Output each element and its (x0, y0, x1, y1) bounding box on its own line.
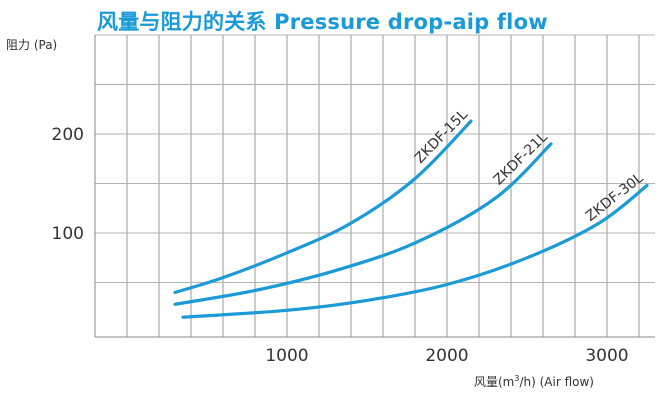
x-tick-label: 3000 (585, 346, 628, 366)
x-axis-label: 风量(m3/h) (Air flow) (474, 374, 594, 389)
series-line-0 (173, 119, 473, 294)
series-label-2: ZKDF-30L (583, 170, 647, 225)
series-label-0: ZKDF-15L (412, 107, 471, 167)
series-label-1: ZKDF-21L (491, 129, 551, 188)
chart-title: 风量与阻力的关系 Pressure drop-aip flow (97, 10, 548, 34)
grid (95, 34, 655, 337)
series-group: ZKDF-15L ZKDF-21L ZKDF-30L (173, 107, 649, 319)
y-tick-label: 200 (52, 125, 84, 145)
y-tick-label: 100 (52, 224, 84, 244)
x-tick-label: 2000 (425, 346, 468, 366)
series-line-1 (173, 142, 553, 306)
x-tick-label: 1000 (265, 346, 308, 366)
y-axis-label: 阻力 (Pa) (6, 38, 57, 52)
axes: 1000 2000 3000 100 200 (52, 35, 655, 366)
series-line-2 (181, 183, 649, 319)
